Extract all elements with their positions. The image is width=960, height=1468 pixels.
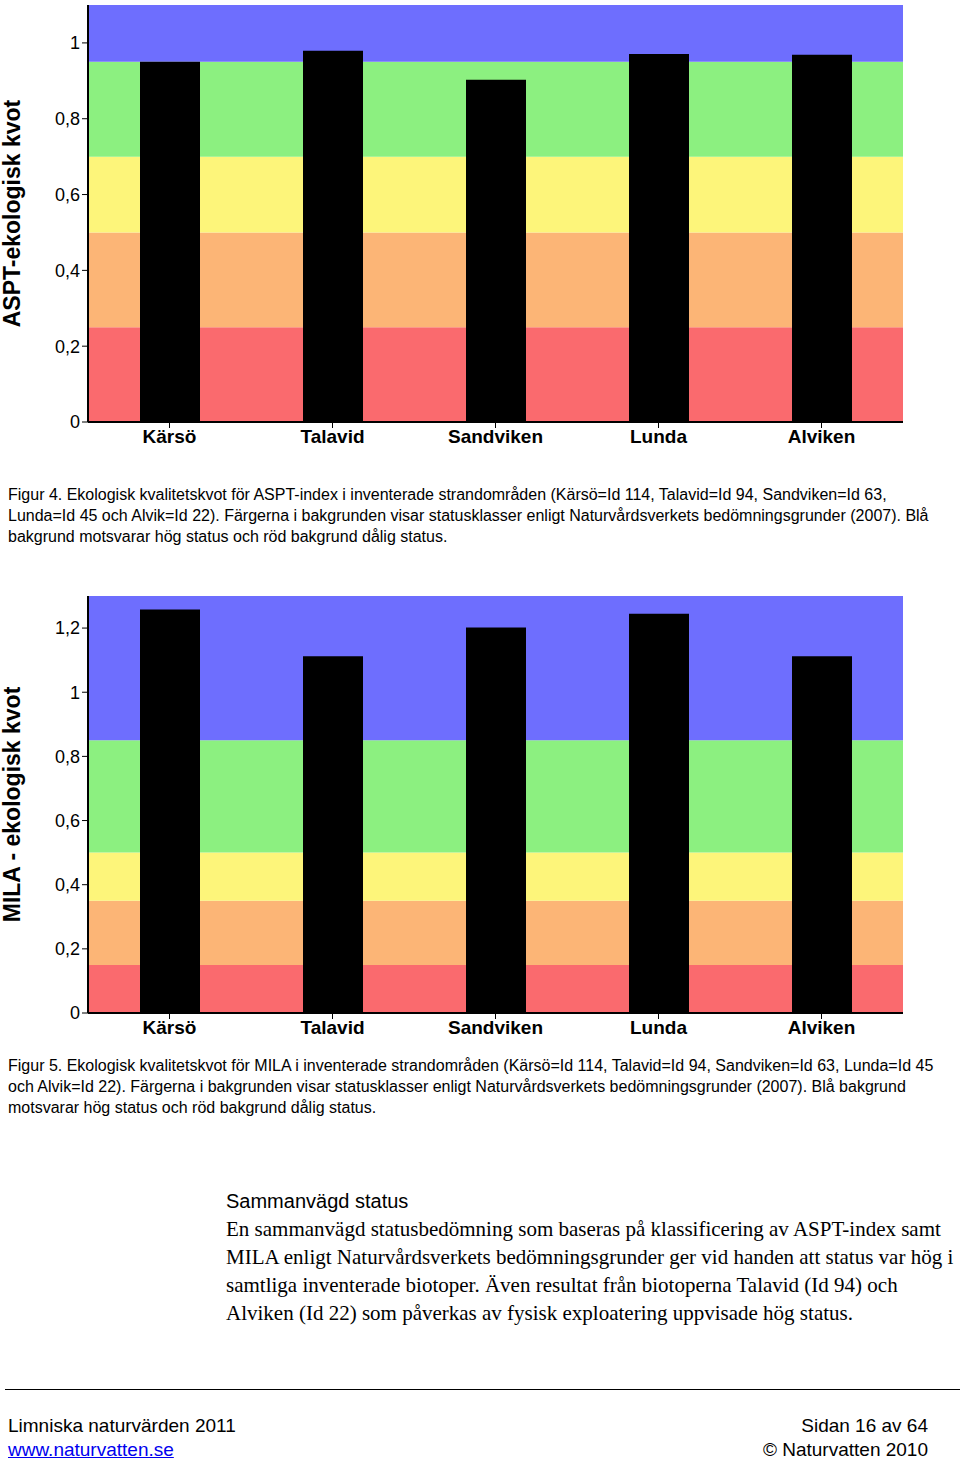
svg-text:Kärsö: Kärsö bbox=[143, 1017, 197, 1038]
html-text:Limniska naturvärden 2011: Limniska naturvärden 2011 bbox=[8, 1415, 236, 1436]
svg-text:Sandviken: Sandviken bbox=[448, 1017, 543, 1038]
svg-text:Sandviken: Sandviken bbox=[448, 426, 543, 447]
svg-text:ASPT-ekologisk kvot: ASPT-ekologisk kvot bbox=[8, 99, 25, 327]
svg-text:1: 1 bbox=[70, 33, 80, 53]
svg-text:0,4: 0,4 bbox=[55, 875, 80, 895]
svg-text:1,2: 1,2 bbox=[55, 618, 80, 638]
svg-text:0,4: 0,4 bbox=[55, 261, 80, 281]
html-text:En sammanvägd statusbedömning: En sammanvägd statusbedömning som basera… bbox=[226, 1217, 954, 1325]
svg-text:0,6: 0,6 bbox=[55, 811, 80, 831]
svg-text:Alviken: Alviken bbox=[788, 1017, 856, 1038]
svg-text:Kärsö: Kärsö bbox=[143, 426, 197, 447]
svg-text:Alviken: Alviken bbox=[788, 426, 856, 447]
svg-text:Talavid: Talavid bbox=[300, 426, 364, 447]
html-text:© Naturvatten 2010: © Naturvatten 2010 bbox=[763, 1439, 928, 1460]
svg-text:0,6: 0,6 bbox=[55, 185, 80, 205]
svg-text:0,8: 0,8 bbox=[55, 109, 80, 129]
svg-text:0: 0 bbox=[70, 412, 80, 432]
svg-text:0,2: 0,2 bbox=[55, 939, 80, 959]
svg-text:Talavid: Talavid bbox=[300, 1017, 364, 1038]
svg-text:MILA - ekologisk kvot: MILA - ekologisk kvot bbox=[8, 686, 25, 922]
svg-text:1: 1 bbox=[70, 683, 80, 703]
html-text:Sidan 16 av 64: Sidan 16 av 64 bbox=[801, 1415, 928, 1436]
html-text:Figur 4. Ekologisk kvalitetskv: Figur 4. Ekologisk kvalitetskvot för ASP… bbox=[8, 486, 929, 545]
svg-text:Lunda: Lunda bbox=[630, 1017, 687, 1038]
html-text:Sammanvägd status: Sammanvägd status bbox=[226, 1190, 409, 1212]
svg-text:0: 0 bbox=[70, 1003, 80, 1023]
svg-text:0,2: 0,2 bbox=[55, 337, 80, 357]
html-text:www.naturvatten.se: www.naturvatten.se bbox=[8, 1439, 174, 1460]
svg-text:0,8: 0,8 bbox=[55, 747, 80, 767]
svg-text:Lunda: Lunda bbox=[630, 426, 687, 447]
html-text:Figur 5. Ekologisk kvalitetskv: Figur 5. Ekologisk kvalitetskvot för MIL… bbox=[8, 1057, 934, 1116]
